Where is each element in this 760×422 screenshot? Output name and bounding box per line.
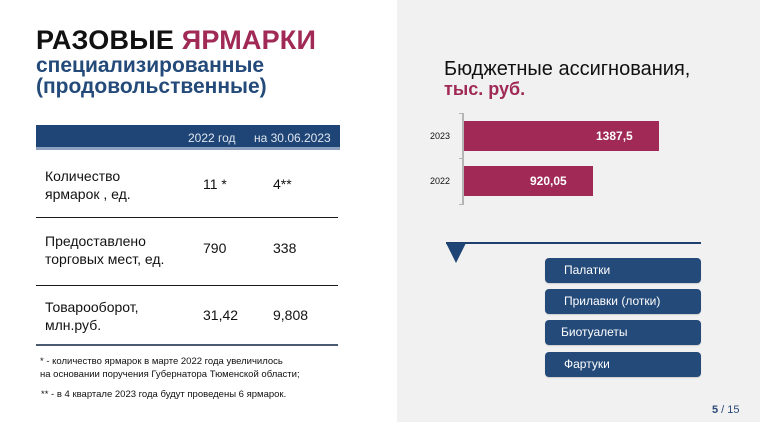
chart-title: Бюджетные ассигнования, (444, 58, 691, 80)
current-page: 5 (712, 404, 719, 416)
label-line: ярмарок , ед. (45, 186, 131, 202)
category-label-2022: 2022 (430, 176, 451, 186)
item-toilets[interactable]: Биотуалеты (545, 320, 701, 345)
title-part-1: РАЗОВЫЕ (36, 25, 175, 55)
label-line: Количество (45, 168, 121, 184)
cell-turnover-2022: 31,42 (203, 307, 239, 323)
slide-subtitle: специализированные (продовольственные) (36, 55, 267, 97)
footnote-2: ** - в 4 квартале 2023 года будут провед… (41, 389, 287, 400)
axis-tick (459, 113, 464, 114)
cell-places-2023: 338 (273, 240, 297, 256)
footnote-line: * - количество ярмарок в марте 2022 года… (40, 356, 283, 367)
page-indicator: 5 / 15 (712, 404, 740, 416)
item-tents[interactable]: Палатки (545, 258, 701, 283)
axis-tick (459, 204, 464, 205)
bar-2022: 920,05 (464, 166, 593, 196)
label-line: млн.руб. (45, 317, 102, 333)
cell-turnover-2023: 9,808 (273, 307, 309, 323)
row-label-trade-places: Предоставлено торговых мест, ед. (45, 232, 164, 268)
right-panel (397, 0, 760, 422)
label-line: торговых мест, ед. (45, 251, 165, 267)
item-counters[interactable]: Прилавки (лотки) (545, 289, 701, 314)
bar-2023: 1387,5 (464, 121, 659, 151)
triangle-marker-icon (446, 243, 466, 263)
bar-value-2022: 920,05 (530, 174, 567, 188)
cell-places-2022: 790 (203, 240, 227, 256)
footnote-line: на основании поручения Губернатора Тюмен… (40, 369, 300, 380)
axis-tick (459, 158, 464, 159)
label-line: Товарооборот, (45, 299, 139, 315)
label-line: Предоставлено (45, 233, 146, 249)
cell-fairs-2022: 11 * (203, 176, 227, 192)
subtitle-line-2: (продовольственные) (36, 75, 267, 98)
chart-axis (462, 113, 464, 205)
left-panel: РАЗОВЫЕ ЯРМАРКИ специализированные (прод… (36, 25, 340, 400)
table-header: 2022 год на 30.06.2023 (36, 125, 340, 150)
bar-value-2023: 1387,5 (596, 129, 633, 143)
title-part-2: ЯРМАРКИ (181, 25, 317, 55)
item-aprons[interactable]: Фартуки (545, 352, 701, 377)
table-bottom-divider (36, 344, 338, 346)
row-divider (36, 217, 338, 218)
row-divider (36, 285, 338, 286)
cell-fairs-2023: 4** (273, 176, 292, 192)
section-divider (446, 242, 701, 244)
footnote-1: * - количество ярмарок в марте 2022 года… (40, 355, 300, 381)
header-2023: на 30.06.2023 (254, 131, 331, 145)
chart-subtitle: тыс. руб. (444, 79, 526, 99)
slide-title: РАЗОВЫЕ ЯРМАРКИ (36, 25, 316, 56)
subtitle-line-1: специализированные (36, 54, 265, 77)
category-label-2023: 2023 (430, 131, 451, 141)
total-pages: / 15 (718, 404, 740, 416)
row-label-turnover: Товарооборот, млн.руб. (45, 298, 139, 334)
row-label-fairs-count: Количество ярмарок , ед. (45, 167, 131, 203)
header-2022: 2022 год (188, 131, 236, 145)
